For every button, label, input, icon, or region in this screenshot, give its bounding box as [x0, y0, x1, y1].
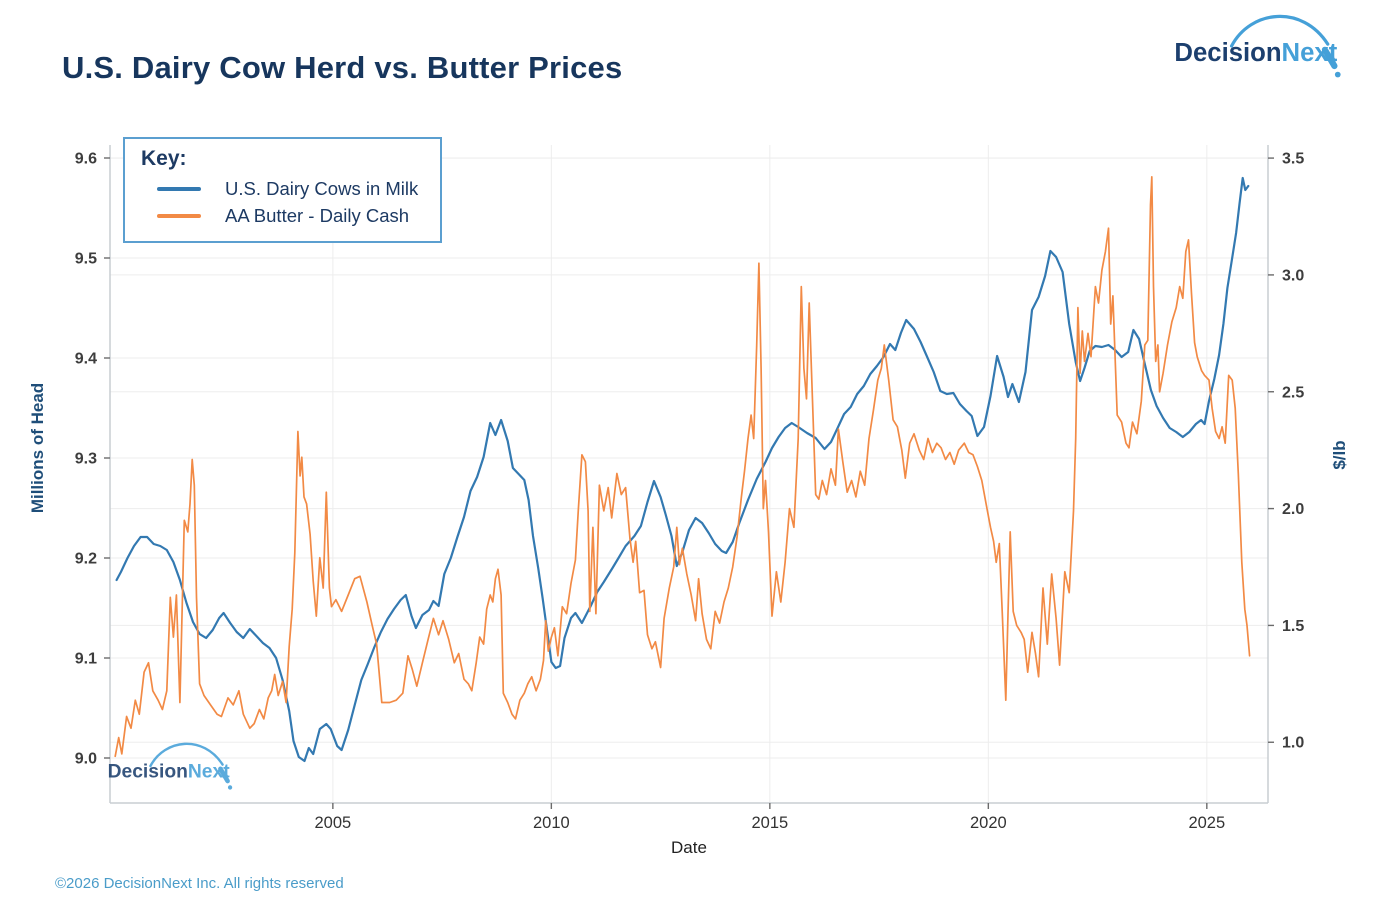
y-tick-label-left: 9.2: [75, 551, 97, 568]
logo-arc: [1229, 14, 1330, 48]
logo-word-next: Next: [1282, 39, 1338, 67]
y-tick-label-left: 9.6: [75, 151, 97, 168]
y-tick-label-right: 2.5: [1282, 384, 1304, 401]
y-tick-label-right: 2.0: [1282, 501, 1304, 518]
legend-item-butter: AA Butter - Daily Cash: [141, 202, 418, 229]
decisionnext-logo-graphic: DecisionNext: [1174, 14, 1341, 78]
y-tick-label-left: 9.0: [75, 751, 97, 768]
x-axis-label: Date: [671, 838, 707, 857]
legend-label-cows: U.S. Dairy Cows in Milk: [225, 177, 419, 199]
y-tick-label-right: 1.0: [1282, 735, 1304, 752]
legend-item-cows: U.S. Dairy Cows in Milk: [141, 175, 418, 202]
logo-dot: [227, 785, 233, 790]
watermark-word-decision: Decision: [108, 761, 188, 782]
copyright-footer: ©2026 DecisionNext Inc. All rights reser…: [55, 875, 344, 892]
y-tick-label-left: 9.1: [75, 651, 97, 668]
legend-label-butter: AA Butter - Daily Cash: [225, 204, 410, 226]
logo-dot: [1334, 71, 1341, 78]
y-axis-label-right: $/lb: [1330, 440, 1349, 470]
logo-pen-tip: [218, 766, 230, 784]
x-tick-label: 2010: [533, 814, 570, 832]
legend: Key: U.S. Dairy Cows in Milk AA Butter -…: [123, 137, 443, 243]
decisionnext-logo: DecisionNext: [1172, 6, 1354, 86]
legend-swatch-butter: [157, 213, 201, 218]
legend-swatch-cows: [157, 186, 201, 191]
x-tick-label: 2005: [315, 814, 352, 832]
logo-arc: [149, 742, 224, 768]
y-tick-label-right: 3.5: [1282, 151, 1304, 168]
y-tick-label-left: 9.3: [75, 451, 97, 468]
y-tick-label-right: 3.0: [1282, 267, 1304, 284]
x-tick-label: 2015: [751, 814, 788, 832]
watermark-logo-graphic: DecisionNext: [108, 742, 233, 790]
logo-word-decision: Decision: [1174, 39, 1281, 67]
logo-wordmark: DecisionNext: [1174, 39, 1337, 67]
logo-pen-tip: [1321, 46, 1338, 70]
y-axis-label-left: Millions of Head: [28, 382, 47, 514]
x-tick-label: 2025: [1188, 814, 1225, 832]
legend-title: Key:: [141, 147, 187, 170]
watermark-logo: DecisionNext: [106, 736, 242, 798]
watermark-word-next: Next: [188, 761, 230, 782]
watermark-wordmark: DecisionNext: [108, 761, 231, 782]
series-line: [115, 176, 1250, 763]
page-title: U.S. Dairy Cow Herd vs. Butter Prices: [62, 50, 623, 85]
x-tick-label: 2020: [970, 814, 1007, 832]
y-tick-label-left: 9.5: [75, 251, 97, 268]
y-tick-label-right: 1.5: [1282, 618, 1304, 635]
y-tick-label-left: 9.4: [75, 351, 97, 368]
series-line: [114, 175, 1251, 758]
